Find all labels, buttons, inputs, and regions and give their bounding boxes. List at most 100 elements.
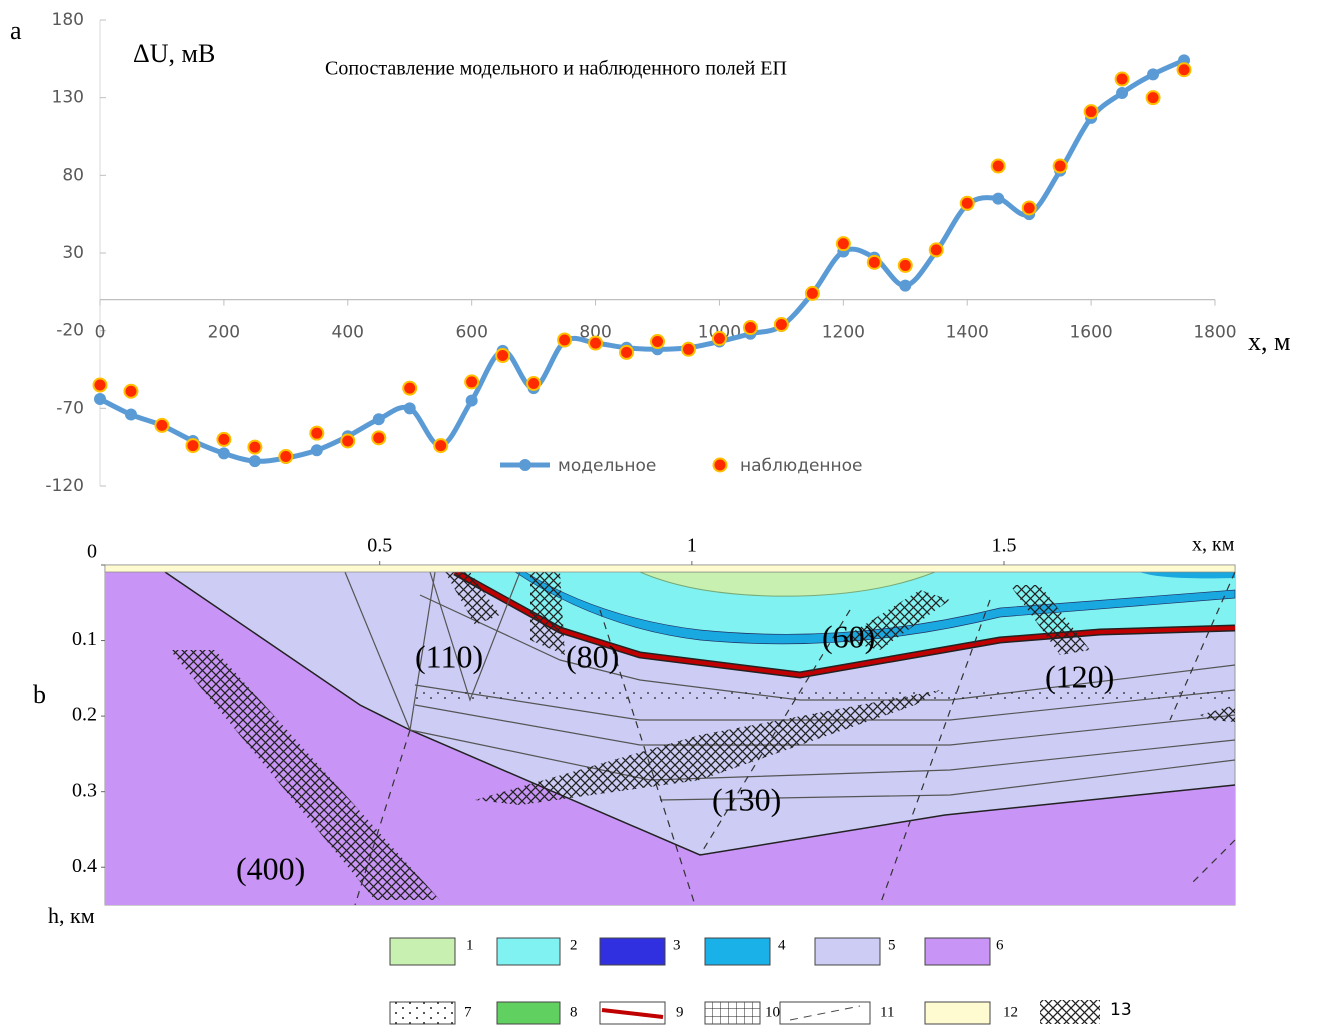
section [104,564,1236,906]
x-tick-label: 1200 [822,323,865,343]
x-tick-label: 0.5 [367,535,392,557]
scatter-point [804,285,820,301]
legend-label: 3 [673,937,681,953]
scatter-point [773,316,789,332]
scatter-point [742,320,758,336]
legend-label: 11 [880,1004,894,1020]
stratum [409,729,1236,781]
scatter-point [619,344,635,360]
hatch-zone [445,572,500,625]
scatter-point [495,348,511,364]
scatter-point [897,257,913,273]
scatter-point [959,195,975,211]
legend-label: модельное [558,456,656,476]
scatter-point [928,242,944,258]
hatch-zones [170,572,1235,900]
legend-label: 12 [1003,1004,1018,1020]
x-tick-label: 1800 [1193,323,1236,343]
resistivity-label: (110) [415,638,483,674]
dashed-line [879,599,991,906]
resistivity-label: (80) [566,638,619,674]
panel-label: a [10,16,22,45]
line-marker [992,192,1005,205]
legend-label: 2 [570,937,578,953]
scatter-point [1083,104,1099,120]
layer-1 [639,571,936,597]
y-axis-label: h, км [48,903,95,928]
line-marker [899,279,912,292]
y-tick-label: -70 [56,398,84,418]
scatter-point [990,158,1006,174]
legend-marker [712,457,728,473]
scatter-point [866,254,882,270]
scatter-point [464,374,480,390]
x-tick-label: 600 [455,323,487,343]
scatter-point [92,377,108,393]
y-tick-label: 0 [87,541,97,563]
legend-label: 8 [570,1004,578,1020]
line-marker [1116,87,1129,100]
swatch [1040,1000,1100,1024]
dashed-line [1169,571,1236,721]
y-tick-label: 130 [52,88,84,108]
y-tick-label: -120 [45,476,84,496]
scatter-point [402,380,418,396]
legend-label: 7 [464,1004,472,1020]
scatter-point [154,417,170,433]
scatter-point [711,330,727,346]
scatter-point [433,438,449,454]
scatter-point [1176,62,1192,78]
y-tick-label: 180 [52,10,84,30]
x-tick-label: 0 [95,323,106,343]
layer-4b [1140,572,1235,579]
series-line [98,58,1186,464]
y-axis-label: ΔU, мВ [133,39,215,68]
swatch [389,1001,456,1025]
x-tick-label: 400 [332,323,364,343]
layer-12 [104,564,1236,573]
legend-label: 4 [778,937,786,953]
scatter-point [650,334,665,350]
scatter-point [835,236,851,252]
x-tick-label: 1.5 [992,535,1017,557]
panel-label: b [33,680,46,709]
x-axis-label: x, м [1248,327,1290,356]
hatch-zone [1200,705,1235,722]
line-marker [124,408,137,421]
x-tick-label: 200 [208,323,240,343]
swatch [496,937,561,966]
scatter-point [247,439,263,455]
chart-title: Сопоставление модельного и наблюденного … [325,58,787,80]
scatter-point [216,431,232,447]
x-tick-label: 1600 [1069,323,1112,343]
y-tick-label: -20 [56,321,84,341]
scatter-point [526,375,542,391]
layer-6 [105,572,1235,905]
resistivity-label: (130) [712,781,781,817]
resistivity-label: (120) [1045,658,1114,694]
scatter-point [371,430,387,446]
legend-label: наблюденное [740,456,863,476]
legend-label: 13 [1110,1000,1132,1020]
dashed-line [354,729,411,906]
dashed-line [1189,839,1236,886]
scatter-point [278,448,294,464]
scatter-point [1021,200,1037,216]
line-marker [94,393,106,406]
line-marker [372,413,385,426]
layer-4 [513,571,1236,645]
line-marker [403,402,416,415]
layer-7 [415,690,1235,702]
x-tick-label: 1 [687,535,697,557]
scatter-point [1052,158,1068,174]
scatter-point [557,332,573,348]
line-marker [310,444,323,457]
swatch [704,937,771,966]
scatter-point [588,335,604,351]
resistivity-label: (60) [822,618,875,654]
y-tick-label: 0.2 [72,704,97,726]
y-tick-label: 80 [62,165,84,185]
x-axis-label: x, км [1192,534,1235,556]
scatter-point [309,425,325,441]
